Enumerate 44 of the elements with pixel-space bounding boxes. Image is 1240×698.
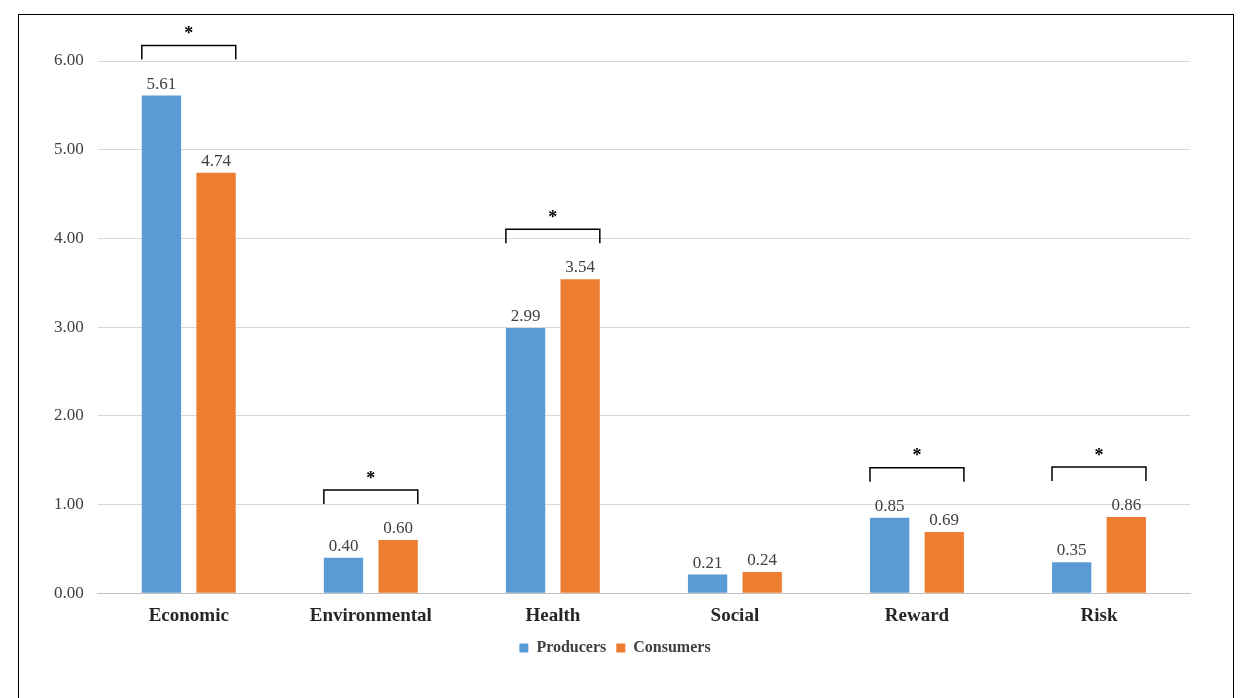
bar [924,532,964,593]
y-tick-label: 4.00 [54,227,84,247]
data-label: 0.24 [747,549,778,569]
data-label: 0.21 [692,552,723,572]
data-label: 0.69 [929,509,960,529]
text: * [184,23,194,44]
y-tick-label: 3.00 [54,316,84,336]
x-tick-label: Health [525,603,581,625]
data-label: 0.86 [1111,494,1142,514]
y-tick-label: 0.00 [54,582,84,602]
bar [141,95,182,593]
legend-label: Producers [536,638,607,656]
bar [560,279,600,593]
y-tick-label: 6.00 [54,50,84,70]
bar [196,172,236,593]
data-label: 0.60 [383,517,413,537]
bar [505,327,546,593]
data-label: 0.35 [1056,540,1087,560]
annotation: * [366,467,376,488]
x-tick-label: Risk [1080,603,1118,625]
bar [378,539,418,593]
bar [1052,562,1092,593]
data-label: 0.85 [874,495,905,515]
x-tick-label: Economic [148,603,229,625]
y-tick-label: 1.00 [54,493,84,513]
y-tick-label: 2.00 [54,405,84,425]
data-label: 3.54 [565,257,596,277]
bar [323,557,364,593]
annotation: * [548,206,558,227]
data-label: 2.99 [510,305,541,325]
bar [687,574,728,593]
data-label: 4.74 [201,150,232,170]
legend-label: Consumers [633,638,711,656]
data-label: 5.61 [146,73,177,93]
bar [869,517,910,593]
x-tick-label: Environmental [309,603,432,625]
bar [1106,516,1146,593]
x-tick-label: Reward [884,603,950,625]
annotation: * [1094,444,1104,465]
bar [742,571,782,593]
x-tick-label: Social [710,603,760,625]
annotation: * [912,445,922,466]
y-tick-label: 5.00 [54,139,84,159]
data-label: 0.40 [328,535,359,555]
